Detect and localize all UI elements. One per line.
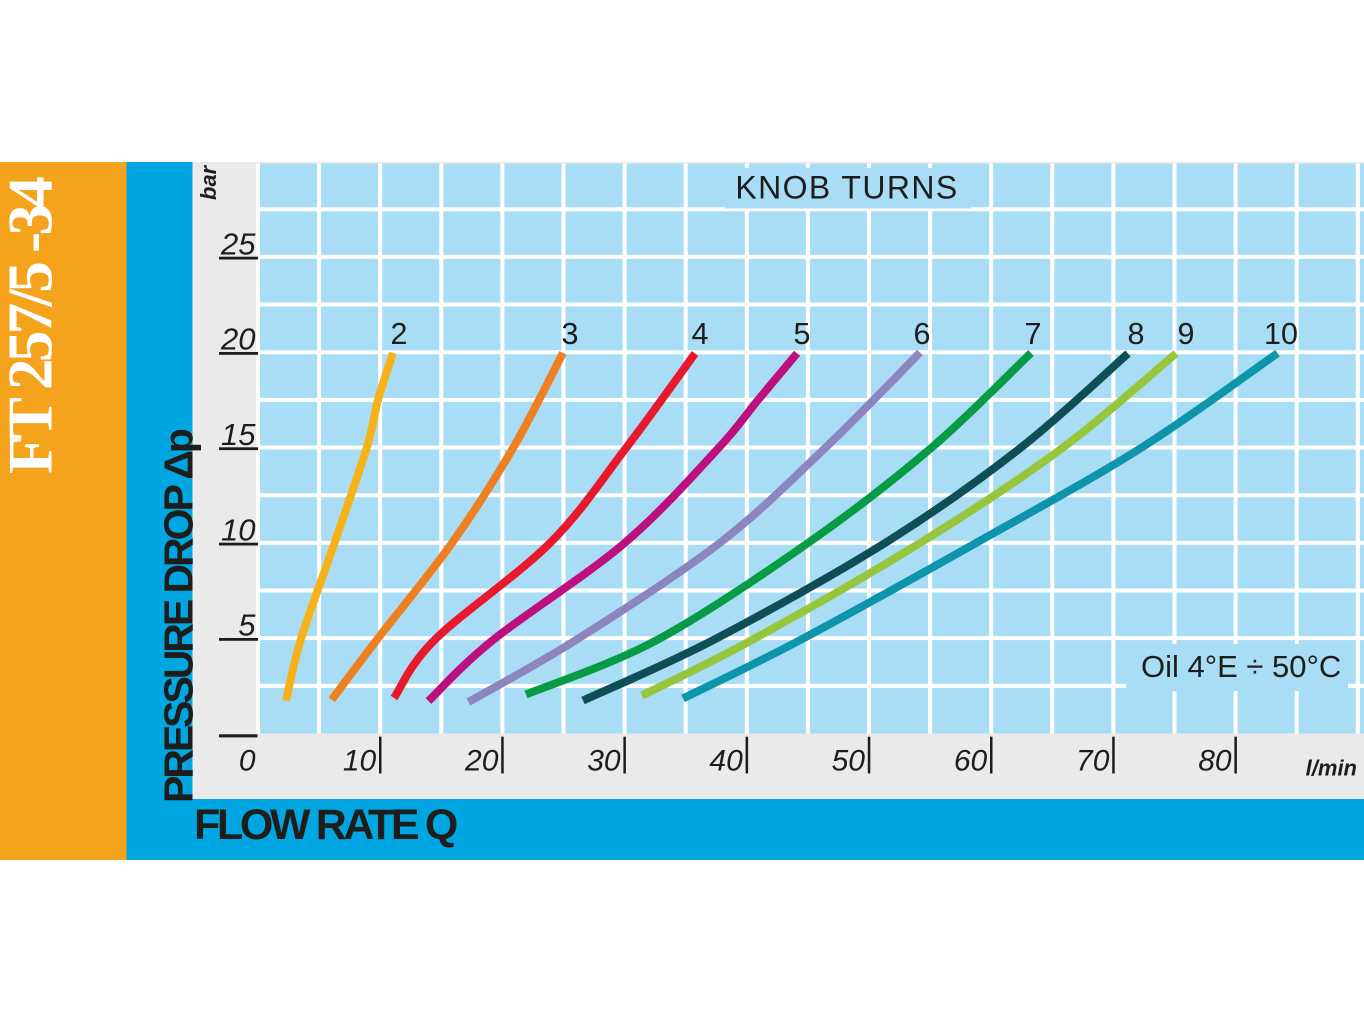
svg-text:20: 20 [464, 745, 499, 778]
svg-text:70: 70 [1076, 745, 1110, 778]
svg-text:9: 9 [1178, 317, 1195, 351]
svg-text:25: 25 [220, 226, 256, 261]
svg-text:15: 15 [221, 417, 256, 452]
svg-text:5: 5 [794, 317, 811, 351]
svg-text:8: 8 [1128, 317, 1145, 351]
svg-text:5: 5 [238, 608, 256, 643]
svg-text:60: 60 [954, 745, 988, 778]
svg-text:Oil 4°E ÷ 50°C: Oil 4°E ÷ 50°C [1141, 649, 1341, 684]
svg-text:0: 0 [239, 745, 256, 778]
svg-text:30: 30 [587, 745, 621, 778]
svg-text:PRESSURE DROP Δp: PRESSURE DROP Δp [156, 429, 202, 803]
svg-text:7: 7 [1025, 317, 1042, 351]
svg-text:3: 3 [562, 317, 579, 351]
svg-text:FT 257/5 -34: FT 257/5 -34 [0, 177, 66, 474]
svg-text:50: 50 [832, 745, 866, 778]
svg-text:80: 80 [1198, 745, 1232, 778]
svg-text:KNOB TURNS: KNOB TURNS [735, 170, 958, 206]
svg-text:FLOW RATE Q: FLOW RATE Q [194, 801, 457, 849]
svg-text:10: 10 [343, 745, 377, 778]
svg-text:20: 20 [220, 322, 255, 357]
svg-text:6: 6 [914, 317, 931, 351]
svg-text:bar: bar [196, 164, 221, 200]
svg-text:10: 10 [1264, 317, 1298, 351]
svg-text:l/min: l/min [1306, 756, 1357, 781]
svg-text:4: 4 [692, 317, 709, 351]
svg-text:10: 10 [221, 512, 255, 547]
svg-text:40: 40 [709, 745, 743, 778]
svg-text:2: 2 [391, 317, 408, 351]
